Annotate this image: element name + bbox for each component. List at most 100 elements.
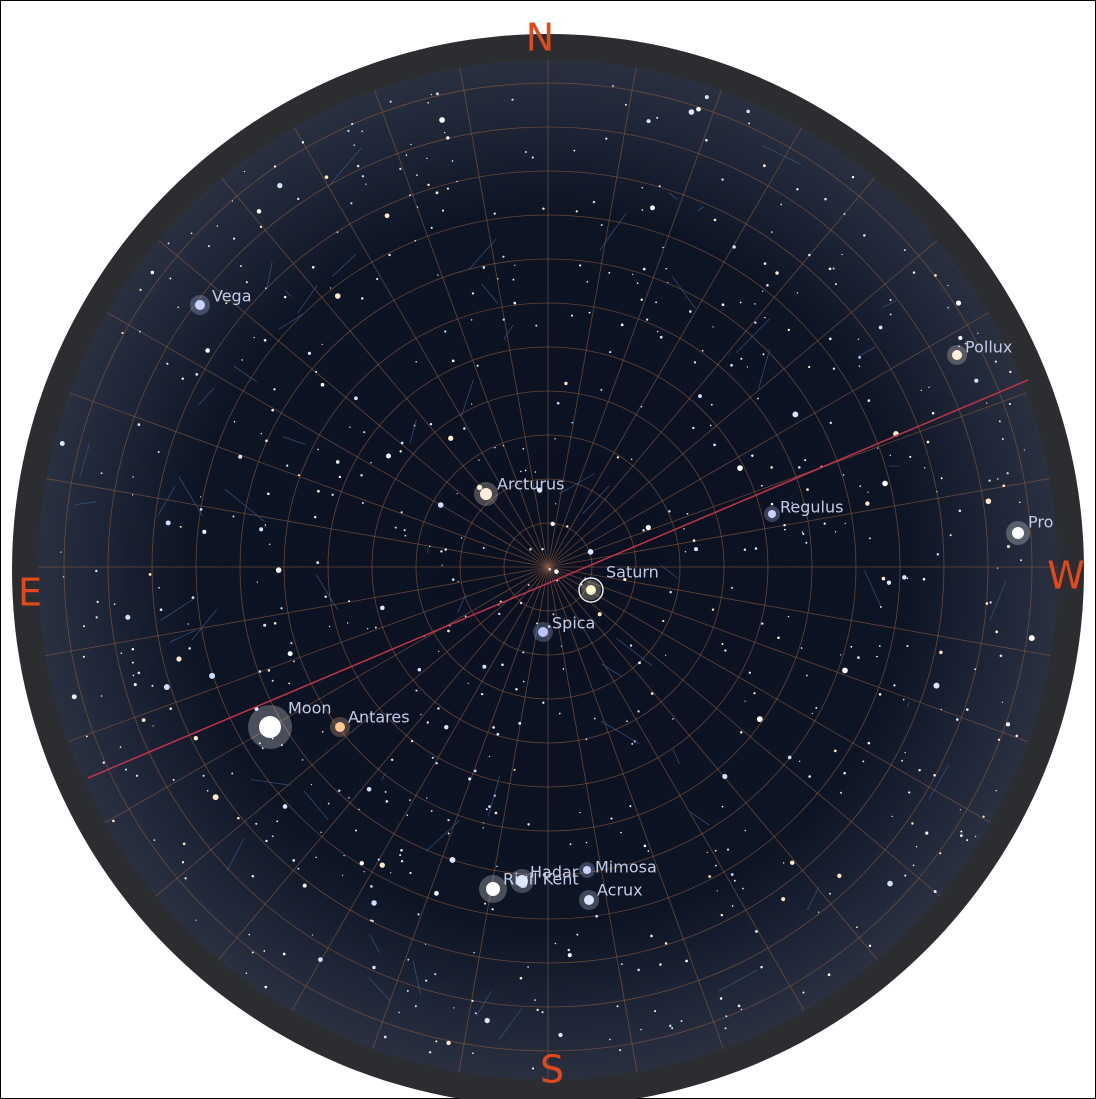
star (363, 870, 365, 873)
star (193, 735, 199, 741)
star (886, 580, 892, 585)
star (985, 602, 989, 605)
constellation-line (278, 313, 304, 330)
star (399, 854, 402, 856)
grid (38, 60, 1058, 1080)
star (842, 474, 845, 476)
object-label: Pro (1028, 513, 1053, 532)
star (721, 303, 725, 307)
star (777, 636, 780, 640)
star (474, 1012, 477, 1015)
star (823, 522, 826, 525)
star (324, 595, 327, 598)
star (522, 447, 525, 450)
star (629, 805, 632, 808)
object-marker (1012, 527, 1024, 539)
star (641, 186, 643, 189)
star (780, 203, 782, 206)
star (672, 718, 674, 720)
star (225, 302, 228, 305)
star (512, 278, 515, 281)
star (719, 997, 723, 1000)
star (960, 834, 963, 838)
star (451, 359, 455, 363)
star (669, 1024, 672, 1028)
constellation-line (582, 485, 610, 514)
star (467, 682, 469, 685)
star (996, 567, 999, 569)
star (753, 692, 756, 695)
star (514, 264, 516, 266)
star (472, 1052, 474, 1054)
star (524, 469, 527, 472)
star (451, 160, 454, 162)
azimuth-line (450, 566, 549, 1080)
star (1009, 370, 1012, 374)
star (804, 459, 807, 462)
star (654, 1010, 657, 1013)
star (575, 210, 578, 213)
object-label: Regulus (780, 498, 843, 517)
star (685, 959, 688, 963)
star (903, 249, 906, 252)
star (843, 771, 846, 775)
star (562, 668, 565, 670)
star (534, 471, 537, 473)
constellation-line (457, 593, 467, 613)
star (416, 206, 419, 208)
star (334, 293, 341, 299)
constellation-line (425, 819, 461, 852)
star (297, 197, 300, 201)
star (263, 338, 267, 342)
star (541, 1011, 544, 1014)
star (732, 245, 736, 249)
star (519, 601, 523, 605)
star (878, 645, 881, 647)
star (331, 493, 334, 496)
star (264, 524, 267, 526)
star (275, 567, 282, 573)
star (315, 370, 318, 373)
star (371, 900, 377, 906)
star (982, 815, 985, 818)
star (881, 576, 886, 581)
star (600, 224, 603, 226)
star (157, 450, 160, 454)
azimuth-line (547, 566, 646, 1080)
star (974, 668, 976, 671)
star (548, 567, 552, 571)
star (977, 332, 979, 334)
star (724, 649, 727, 652)
star (641, 209, 644, 211)
star (169, 707, 173, 710)
star (733, 879, 736, 882)
star (347, 129, 350, 133)
star (341, 874, 344, 877)
constellation-line (559, 473, 595, 495)
star (290, 642, 293, 645)
constellation-line (329, 147, 362, 186)
azimuth-line (547, 137, 909, 568)
star (901, 759, 904, 762)
star (231, 200, 234, 202)
star (659, 963, 662, 966)
star (694, 547, 699, 552)
star (286, 464, 289, 467)
star (974, 378, 979, 383)
star (790, 860, 795, 865)
star (497, 278, 499, 280)
star (292, 859, 296, 862)
star (608, 271, 611, 274)
star (150, 270, 155, 275)
star (936, 491, 938, 493)
constellation-line (476, 990, 492, 1017)
star (348, 600, 350, 603)
star (484, 902, 487, 905)
star (939, 650, 943, 655)
star (650, 692, 654, 695)
star (841, 253, 843, 256)
star (370, 885, 373, 888)
azimuth-line (356, 60, 549, 568)
object-marker (768, 510, 776, 518)
